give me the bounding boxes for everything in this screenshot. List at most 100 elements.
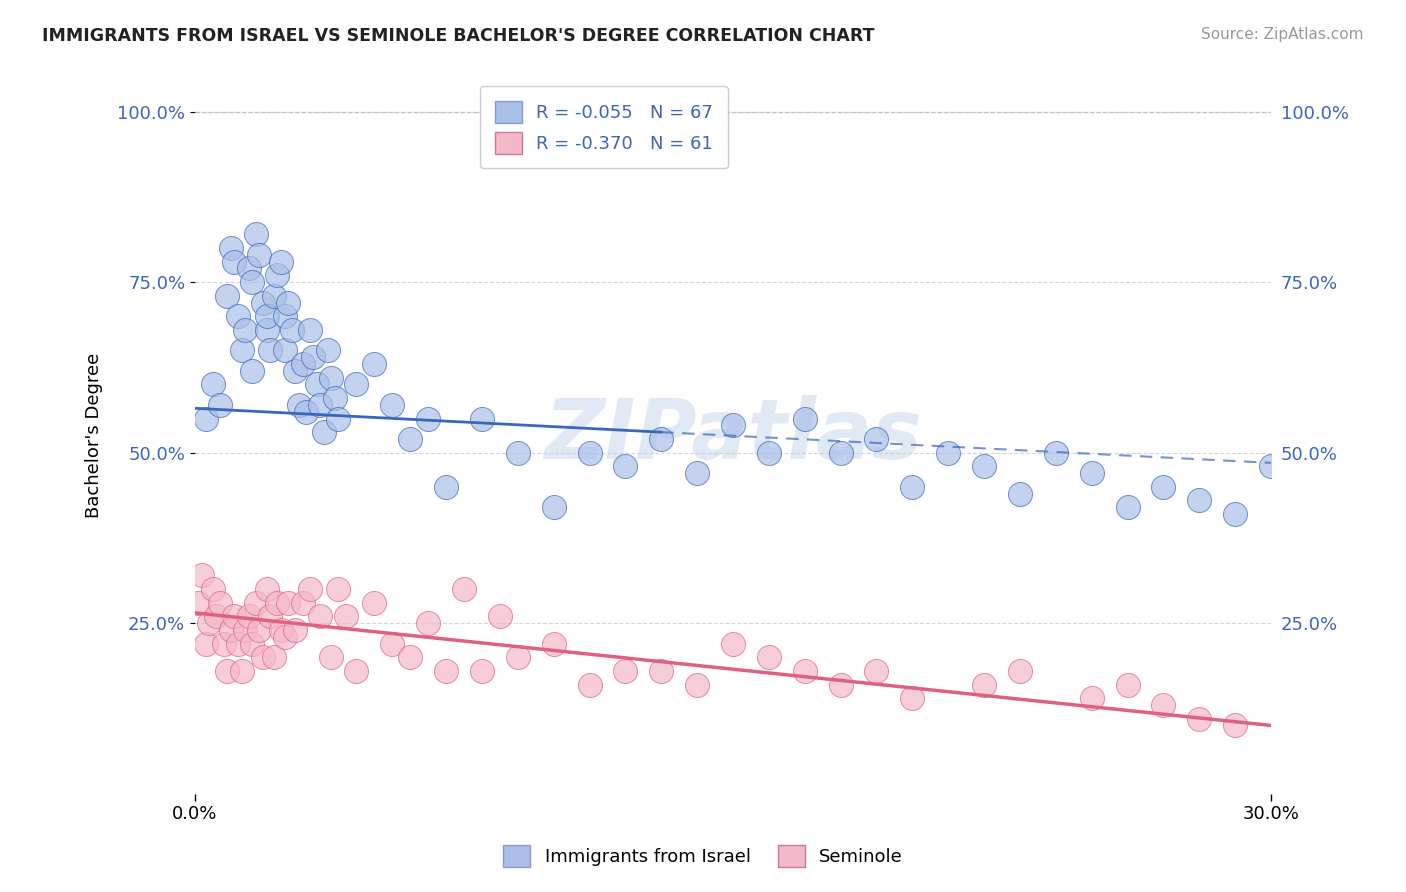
Point [219, 623, 242, 637]
Text: IMMIGRANTS FROM ISRAEL VS SEMINOLE BACHELOR'S DEGREE CORRELATION CHART: IMMIGRANTS FROM ISRAEL VS SEMINOLE BACHE… [42, 27, 875, 45]
Point [201, 377, 224, 392]
Point [321, 370, 343, 384]
Point [205, 609, 228, 624]
Point [793, 664, 815, 678]
Point [231, 343, 253, 358]
Point [578, 445, 600, 459]
Point [453, 582, 475, 596]
Point [793, 411, 815, 425]
Point [936, 445, 959, 459]
Point [288, 398, 311, 412]
Point [578, 677, 600, 691]
Point [302, 350, 325, 364]
Point [1225, 718, 1247, 732]
Point [187, 596, 209, 610]
Point [312, 425, 335, 439]
Point [245, 227, 267, 242]
Point [1045, 445, 1067, 459]
Point [363, 357, 385, 371]
Point [321, 650, 343, 665]
Legend: Immigrants from Israel, Seminole: Immigrants from Israel, Seminole [496, 838, 910, 874]
Point [901, 691, 924, 706]
Point [1080, 691, 1102, 706]
Point [284, 623, 307, 637]
Point [543, 500, 565, 515]
Point [217, 664, 239, 678]
Point [305, 377, 328, 392]
Point [266, 596, 288, 610]
Point [277, 596, 299, 610]
Point [721, 418, 744, 433]
Point [238, 609, 260, 624]
Point [973, 677, 995, 691]
Point [434, 480, 457, 494]
Point [217, 289, 239, 303]
Point [208, 596, 231, 610]
Text: ZIPatlas: ZIPatlas [544, 395, 922, 476]
Point [240, 275, 263, 289]
Point [758, 445, 780, 459]
Legend: R = -0.055   N = 67, R = -0.370   N = 61: R = -0.055 N = 67, R = -0.370 N = 61 [481, 87, 727, 169]
Point [1153, 480, 1175, 494]
Point [381, 637, 404, 651]
Point [865, 432, 887, 446]
Point [973, 459, 995, 474]
Point [416, 411, 439, 425]
Point [224, 609, 246, 624]
Point [256, 582, 278, 596]
Point [270, 623, 292, 637]
Point [263, 650, 285, 665]
Point [284, 364, 307, 378]
Point [758, 650, 780, 665]
Point [233, 623, 256, 637]
Point [298, 582, 321, 596]
Point [277, 295, 299, 310]
Point [1008, 664, 1031, 678]
Point [298, 323, 321, 337]
Point [226, 309, 249, 323]
Point [249, 248, 271, 262]
Point [1116, 500, 1139, 515]
Point [309, 609, 332, 624]
Point [1188, 493, 1211, 508]
Point [291, 596, 314, 610]
Point [273, 630, 295, 644]
Point [259, 343, 281, 358]
Point [240, 637, 263, 651]
Point [865, 664, 887, 678]
Point [238, 261, 260, 276]
Point [224, 254, 246, 268]
Point [226, 637, 249, 651]
Point [506, 445, 529, 459]
Point [1225, 507, 1247, 521]
Point [291, 357, 314, 371]
Point [614, 664, 637, 678]
Point [650, 664, 672, 678]
Point [309, 398, 332, 412]
Point [543, 637, 565, 651]
Point [323, 391, 346, 405]
Y-axis label: Bachelor's Degree: Bachelor's Degree [86, 353, 103, 518]
Point [328, 582, 350, 596]
Point [416, 616, 439, 631]
Point [399, 650, 422, 665]
Point [901, 480, 924, 494]
Point [434, 664, 457, 678]
Point [614, 459, 637, 474]
Point [686, 466, 709, 480]
Point [328, 411, 350, 425]
Point [256, 323, 278, 337]
Point [1153, 698, 1175, 712]
Point [471, 664, 494, 678]
Text: Source: ZipAtlas.com: Source: ZipAtlas.com [1201, 27, 1364, 42]
Point [252, 650, 274, 665]
Point [256, 309, 278, 323]
Point [266, 268, 288, 283]
Point [273, 343, 295, 358]
Point [231, 664, 253, 678]
Point [399, 432, 422, 446]
Point [198, 616, 221, 631]
Point [281, 323, 304, 337]
Point [335, 609, 357, 624]
Point [344, 664, 367, 678]
